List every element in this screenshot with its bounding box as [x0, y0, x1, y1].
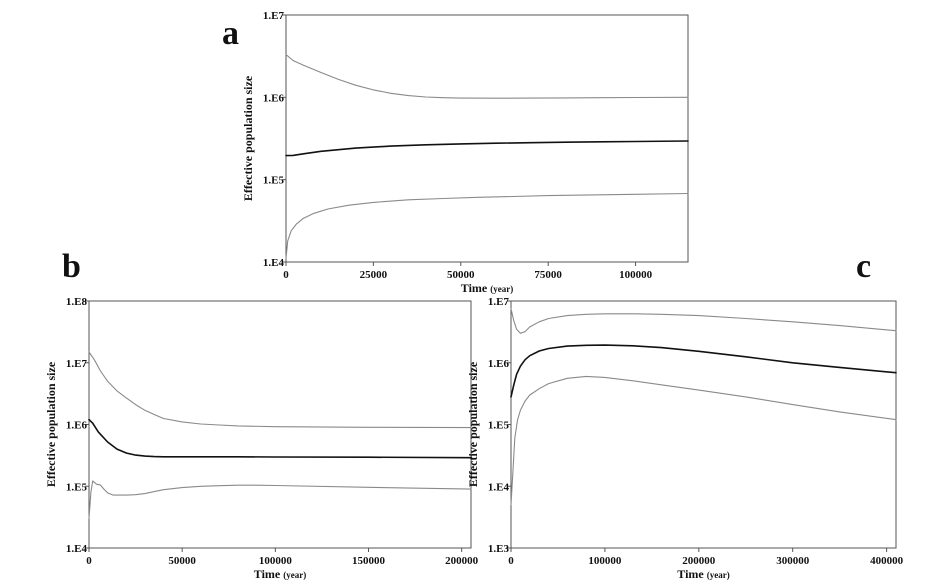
panel-letter: a	[222, 15, 239, 52]
x-axis-label: Time (year)	[461, 281, 513, 295]
x-tick-label: 50000	[168, 555, 196, 567]
y-tick-label: 1.E5	[263, 175, 285, 187]
x-axis-unit: (year)	[283, 570, 306, 580]
plot-frame	[510, 300, 897, 549]
x-tick-label: 0	[508, 555, 514, 567]
upper-bound-line	[88, 351, 472, 429]
x-tick-label: 50000	[447, 269, 475, 281]
y-tick-label: 1.E6	[263, 92, 285, 104]
y-tick-label: 1.E6	[66, 420, 88, 432]
y-axis-label: Effective population size	[241, 75, 255, 201]
y-tick-label: 1.E4	[488, 481, 510, 493]
x-tick-label: 150000	[352, 555, 386, 567]
y-tick-label: 1.E5	[66, 481, 88, 493]
lower-bound-line	[510, 375, 897, 506]
panel-letter: c	[856, 248, 871, 285]
y-tick-label: 1.E7	[66, 358, 88, 370]
plot-frame	[88, 300, 472, 549]
y-tick-label: 1.E7	[488, 296, 510, 308]
y-tick-label: 1.E6	[488, 358, 510, 370]
median-line	[88, 418, 472, 459]
x-axis-title: Time	[677, 567, 706, 581]
lower-bound-line	[88, 480, 472, 520]
lower-bound-line	[285, 192, 689, 260]
panel-letter: b	[62, 248, 81, 285]
x-tick-label: 100000	[259, 555, 293, 567]
x-tick-label: 0	[86, 555, 92, 567]
x-tick-label: 100000	[619, 269, 653, 281]
y-tick-label: 1.E5	[488, 420, 510, 432]
panel-b: b 0 50000 100000 150000 200000 1.E4 1.E5 1.E6 1.E…	[44, 248, 479, 581]
x-tick-label: 75000	[534, 269, 562, 281]
panel-a: a 0 25000 50000 75000 100000 1.E4 1.E5 1.E6 1.E7 T…	[222, 10, 689, 295]
plot-frame	[285, 14, 689, 263]
x-axis-unit: (year)	[707, 570, 730, 580]
x-axis-label: Time (year)	[677, 567, 729, 581]
y-tick-label: 1.E3	[488, 543, 510, 555]
x-tick-label: 0	[283, 269, 289, 281]
x-tick-label: 300000	[776, 555, 810, 567]
y-axis-label: Effective population size	[44, 361, 58, 487]
y-tick-label: 1.E7	[263, 10, 285, 22]
median-line	[510, 344, 897, 398]
y-tick-label: 1.E4	[263, 257, 285, 269]
median-line	[285, 140, 689, 157]
y-tick-label: 1.E8	[66, 296, 88, 308]
x-tick-label: 200000	[682, 555, 716, 567]
y-axis-label: Effective population size	[466, 361, 480, 487]
x-axis-title: Time	[254, 567, 283, 581]
y-tick-label: 1.E4	[66, 543, 88, 555]
x-tick-label: 100000	[588, 555, 622, 567]
x-axis-label: Time (year)	[254, 567, 306, 581]
panel-c: c 0 100000 200000 300000 400000 1.E3 1.E4 1.E5 1.…	[466, 248, 904, 581]
upper-bound-line	[285, 54, 689, 99]
x-axis-unit: (year)	[490, 284, 513, 294]
x-tick-label: 200000	[445, 555, 479, 567]
x-tick-label: 25000	[360, 269, 388, 281]
x-tick-label: 400000	[870, 555, 904, 567]
upper-bound-line	[510, 308, 897, 334]
x-axis-title: Time	[461, 281, 490, 295]
